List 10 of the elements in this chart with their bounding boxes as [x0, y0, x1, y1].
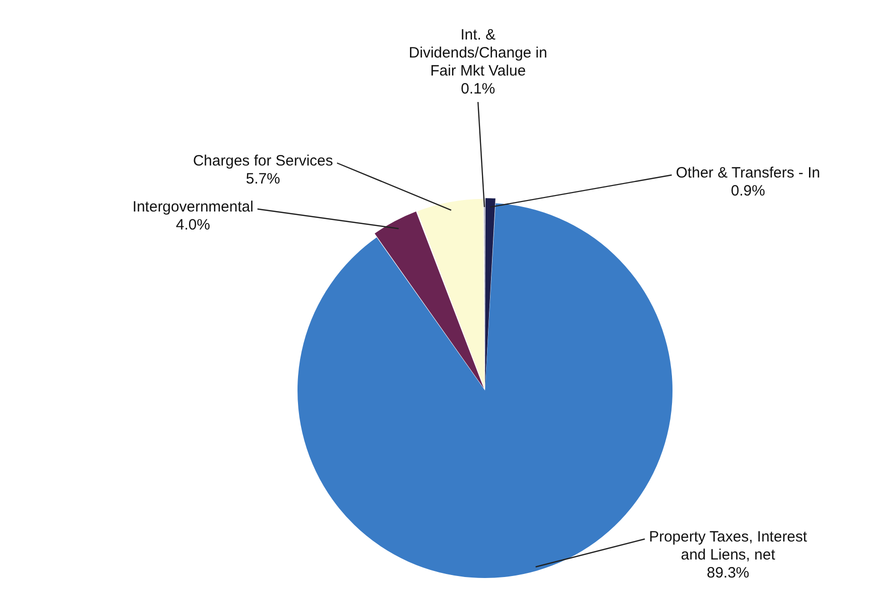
slice-label: Charges for Services — [192, 152, 334, 170]
slice-label: Property Taxes, Interest and Liens, net — [648, 528, 808, 564]
data-label: 4.0% — [176, 216, 210, 234]
slice-label: Int. & Dividends/Change in Fair Mkt Value — [408, 26, 548, 80]
data-label: 0.1% — [460, 80, 496, 98]
data-label: 0.9% — [730, 182, 766, 200]
slice-label: Other & Transfers - In — [676, 164, 820, 182]
slice-label: Intergovernmental — [132, 198, 254, 216]
data-label: 5.7% — [246, 170, 280, 188]
data-label: 89.3% — [706, 564, 750, 582]
